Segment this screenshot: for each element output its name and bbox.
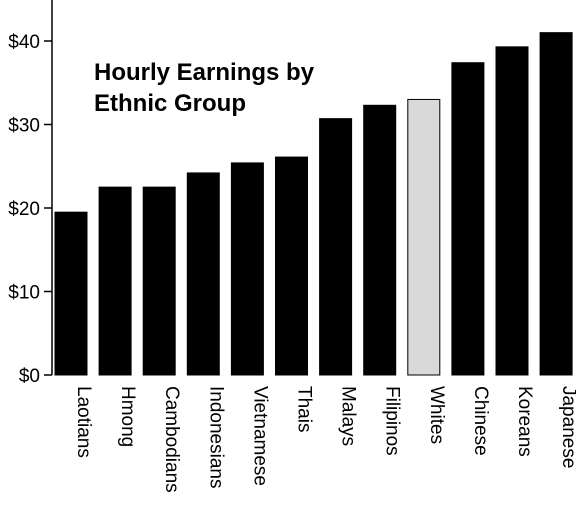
bar-cambodians [142, 186, 176, 376]
y-tick-label: $40 [8, 32, 40, 53]
chart-title-line-1: Hourly Earnings by [94, 59, 315, 86]
x-tick-label-vietnamese: Vietnamese [249, 386, 270, 486]
bar-koreans [495, 46, 529, 376]
bar-whites [407, 98, 441, 376]
y-axis: $0 $10 $20 $30 $40 [8, 0, 53, 387]
chart-title: Hourly Earnings by Ethnic Group [94, 59, 315, 117]
bar-indonesians [186, 172, 220, 376]
x-tick-label-malays: Malays [338, 386, 359, 446]
y-tick-label: $0 [19, 366, 40, 387]
bar-japanese [539, 32, 573, 376]
x-tick-label-thais: Thais [294, 386, 315, 432]
bar-hmong [98, 186, 132, 376]
bars-group [54, 32, 573, 376]
x-tick-label-hmong: Hmong [117, 386, 138, 447]
x-tick-label-filipinos: Filipinos [382, 386, 403, 456]
x-axis-labels: Laotians Hmong Cambodians Indonesians Vietna… [73, 386, 576, 493]
x-tick-label-laotians: Laotians [73, 386, 94, 458]
x-tick-label-cambodians: Cambodians [161, 386, 182, 493]
chart-title-line-2: Ethnic Group [94, 90, 246, 117]
y-tick-label: $30 [8, 116, 40, 137]
bar-vietnamese [230, 162, 264, 376]
bar-laotians [54, 211, 88, 376]
x-tick-label-koreans: Koreans [514, 386, 535, 457]
y-tick-label: $20 [8, 199, 40, 220]
bar-chinese [451, 62, 485, 376]
bar-thais [275, 156, 308, 376]
x-tick-label-chinese: Chinese [470, 386, 491, 456]
bar-filipinos [363, 104, 397, 376]
x-tick-label-indonesians: Indonesians [205, 386, 226, 488]
y-tick-label: $10 [8, 283, 40, 304]
x-tick-label-whites: Whites [426, 386, 447, 444]
bar-malays [319, 118, 353, 376]
x-tick-label-japanese: Japanese [558, 386, 576, 468]
